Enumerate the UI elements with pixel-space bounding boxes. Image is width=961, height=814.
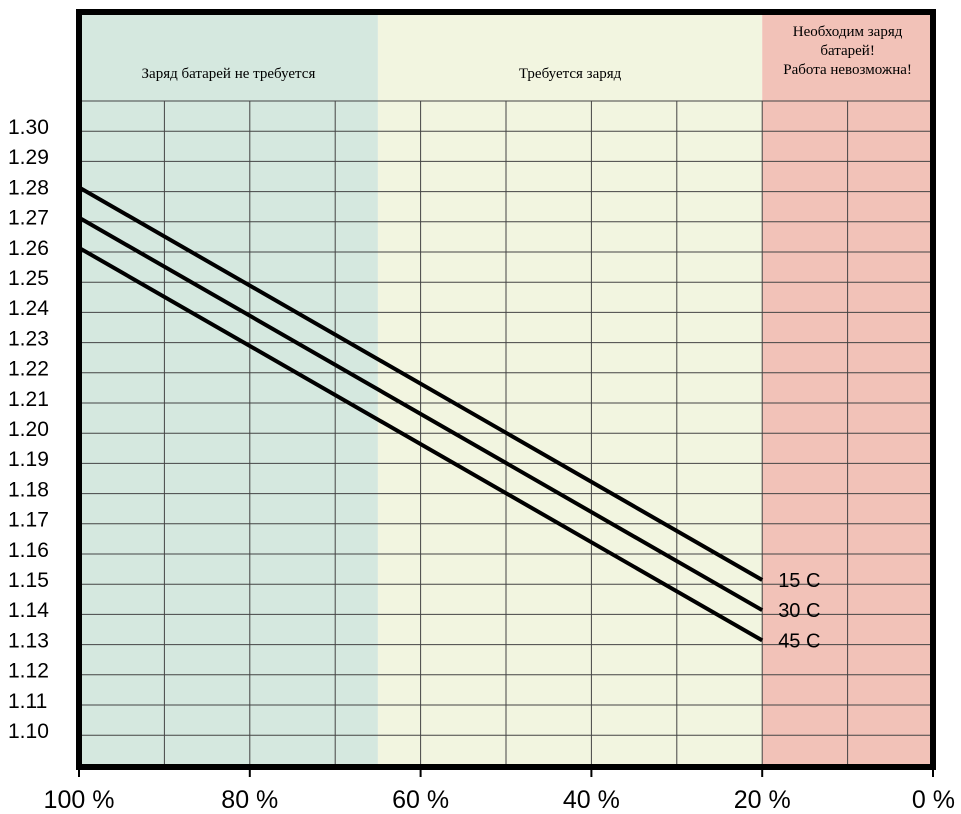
y-tick-label: 1.21: [8, 388, 49, 411]
y-tick-label: 1.29: [8, 146, 49, 169]
x-tick-label: 0 %: [912, 786, 955, 814]
y-tick-label: 1.14: [8, 599, 49, 622]
y-tick-label: 1.26: [8, 237, 49, 260]
x-tick-label: 80 %: [221, 786, 278, 814]
series-label-2: 45 С: [778, 630, 820, 652]
y-tick-label: 1.27: [8, 207, 49, 230]
zone-label-1: Требуется заряд: [519, 66, 622, 82]
y-tick-label: 1.20: [8, 418, 49, 441]
series-label-1: 30 С: [778, 600, 820, 622]
y-tick-label: 1.10: [8, 720, 49, 743]
y-tick-label: 1.24: [8, 297, 49, 320]
y-tick-label: 1.18: [8, 478, 49, 501]
series-lines-layer: [78, 185, 764, 643]
grid-layer: [79, 100, 933, 767]
y-tick-label: 1.23: [8, 327, 49, 350]
series-labels-layer: 15 С 30 С 45 С: [778, 570, 820, 652]
y-tick-label: 1.17: [8, 509, 49, 532]
x-tick-label: 20 %: [734, 786, 791, 814]
zone-0: [79, 12, 378, 767]
y-tick-label: 1.28: [8, 176, 49, 199]
y-tick-label: 1.16: [8, 539, 49, 562]
zone-label-0: Заряд батарей не требуется: [142, 66, 316, 82]
y-tick-label: 1.22: [8, 358, 49, 381]
x-tick-label: 40 %: [563, 786, 620, 814]
y-tick-label: 1.25: [8, 267, 49, 290]
zone-label-2: Необходим заряд: [793, 24, 903, 40]
x-tick-label: 60 %: [392, 786, 449, 814]
x-tick-label: 100 %: [44, 786, 115, 814]
y-tick-label: 1.19: [8, 448, 49, 471]
zone-label-2: батарей!: [820, 43, 874, 59]
y-tick-label: 1.15: [8, 569, 49, 592]
x-axis-ticks: 100 % 80 % 60 % 40 % 20 % 0 %: [44, 767, 955, 814]
frame-layer: [76, 9, 936, 770]
zone-labels-layer: Заряд батарей не требуется Требуется заря…: [142, 24, 912, 82]
y-axis-ticks: 1.10 1.11 1.12 1.13 1.14 1.15 1.16 1.17 1.18 1.19…: [8, 116, 49, 743]
series-line-1: [78, 215, 764, 612]
zone-label-2: Работа невозможна!: [783, 62, 912, 78]
y-tick-label: 1.30: [8, 116, 49, 139]
zone-1: [377, 12, 763, 767]
y-tick-label: 1.12: [8, 660, 49, 683]
y-tick-label: 1.13: [8, 629, 49, 652]
series-line-2: [78, 246, 764, 643]
plot-frame: [76, 9, 936, 770]
series-label-0: 15 С: [778, 570, 820, 592]
y-tick-label: 1.11: [8, 690, 47, 713]
series-line-0: [78, 185, 764, 582]
